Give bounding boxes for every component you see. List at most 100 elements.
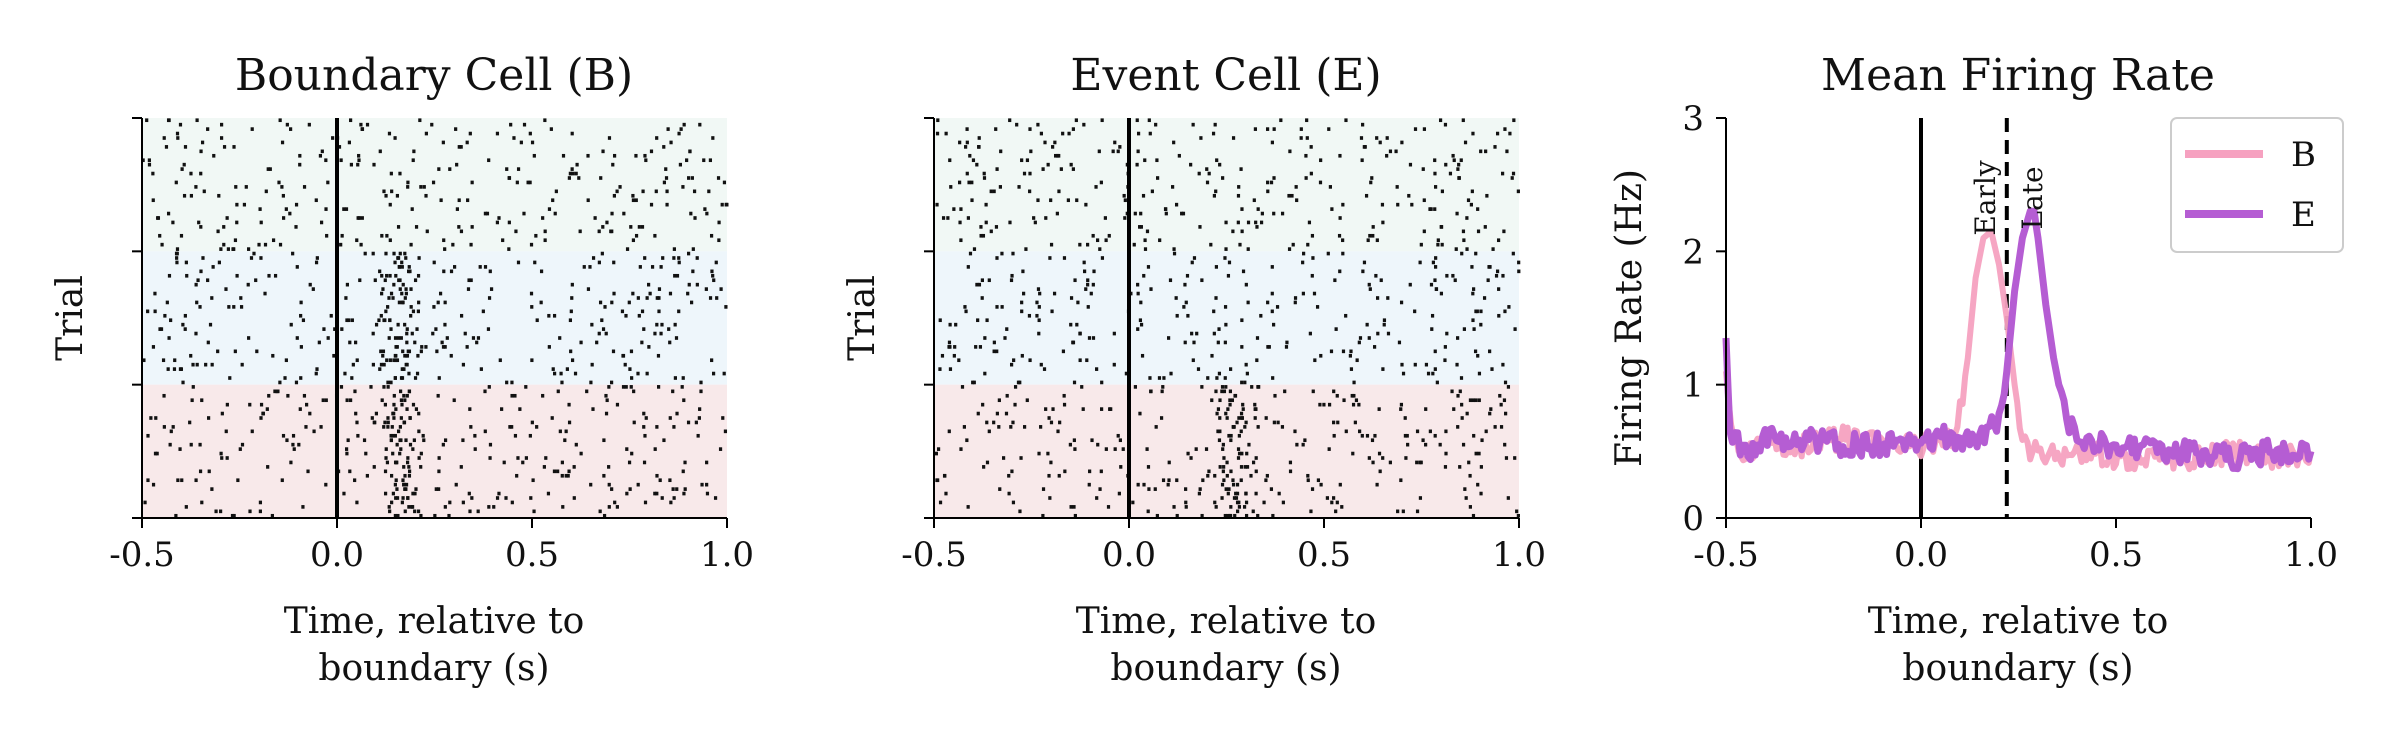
spike-tick [972, 380, 976, 385]
spike-tick [705, 460, 709, 465]
spike-tick [357, 216, 362, 220]
spike-tick [989, 229, 993, 234]
spike-tick [1460, 251, 1464, 256]
spike-tick [1145, 229, 1150, 234]
spike-tick [397, 300, 401, 305]
spike-tick [1244, 500, 1249, 505]
spike-tick [513, 393, 517, 398]
spike-tick [578, 229, 582, 234]
spike-tick [1154, 122, 1158, 127]
spike-tick [406, 185, 410, 189]
spike-tick [389, 473, 394, 478]
spike-tick [1415, 509, 1420, 514]
spike-tick [289, 127, 293, 131]
spike-tick [508, 425, 512, 429]
spike-tick [1051, 145, 1055, 149]
spike-tick [1046, 451, 1050, 456]
spike-tick [354, 411, 358, 416]
spike-tick [715, 296, 719, 300]
spike-tick [430, 122, 434, 127]
spike-tick [175, 256, 179, 260]
spike-tick [1177, 153, 1181, 158]
spike-tick [1459, 158, 1463, 163]
spike-tick [1200, 278, 1204, 283]
spike-tick [1007, 491, 1011, 496]
spike-tick [574, 442, 578, 447]
spike-tick [401, 478, 405, 483]
spike-tick [299, 376, 303, 380]
spike-tick [1233, 393, 1237, 398]
trial-group-band [142, 251, 727, 385]
spike-tick [284, 358, 288, 363]
spike-tick [339, 242, 343, 247]
spike-tick [1433, 349, 1437, 354]
spike-tick [175, 260, 179, 265]
spike-tick [613, 500, 617, 505]
spike-tick [259, 256, 263, 260]
spike-tick [1457, 162, 1461, 167]
spike-tick [1326, 251, 1330, 256]
spike-tick [965, 438, 969, 443]
spike-tick [342, 207, 346, 211]
spike-tick [669, 140, 673, 145]
spike-tick [662, 180, 667, 185]
spike-tick [167, 273, 172, 278]
spike-tick [1036, 198, 1040, 203]
spike-tick [1259, 313, 1263, 318]
spike-tick [666, 127, 670, 131]
spike-tick [400, 265, 404, 269]
spike-tick [1236, 509, 1240, 514]
spike-tick [424, 345, 428, 349]
spike-tick [1482, 296, 1487, 300]
spike-tick [564, 429, 568, 434]
spike-tick [977, 136, 981, 140]
spike-tick [1192, 256, 1197, 260]
spike-tick [1429, 282, 1434, 287]
spike-tick [1066, 198, 1070, 203]
spike-tick [1341, 349, 1346, 354]
spike-tick [231, 247, 235, 251]
spike-tick [468, 509, 472, 514]
spike-tick [1211, 131, 1216, 136]
spike-tick [365, 473, 369, 478]
spike-tick [1287, 247, 1292, 251]
spike-tick [610, 487, 614, 491]
spike-tick [401, 496, 405, 500]
spike-tick [1256, 513, 1260, 518]
spike-tick [1463, 487, 1467, 491]
spike-tick [1118, 438, 1122, 443]
spike-tick [248, 509, 252, 514]
spike-tick [409, 305, 413, 309]
spike-tick [332, 353, 336, 358]
spike-tick [390, 425, 394, 429]
spike-tick [329, 313, 333, 318]
spike-tick [979, 233, 983, 238]
spike-tick [1090, 438, 1094, 443]
spike-tick [345, 318, 349, 323]
spike-tick [1240, 416, 1244, 420]
spike-tick [1212, 309, 1216, 314]
spike-tick [1451, 273, 1455, 278]
spike-tick [179, 367, 184, 371]
spike-tick [1238, 242, 1242, 247]
spike-tick [1237, 451, 1242, 456]
spike-tick [1020, 309, 1024, 314]
spike-tick [442, 238, 446, 243]
spike-tick [1295, 198, 1299, 203]
spike-tick [405, 362, 409, 367]
spike-tick [529, 496, 533, 500]
spike-tick [422, 185, 426, 189]
spike-tick [1517, 269, 1521, 274]
spike-tick [1042, 367, 1047, 371]
spike-tick [1351, 451, 1355, 456]
spike-tick [1385, 136, 1389, 140]
spike-tick [1440, 242, 1444, 247]
spike-tick [1337, 233, 1342, 238]
spike-tick [983, 371, 987, 376]
spike-tick [1081, 407, 1085, 411]
spike-tick [326, 336, 330, 340]
spike-tick [677, 256, 681, 260]
spike-tick [378, 367, 382, 371]
spike-tick [974, 345, 978, 349]
spike-tick [1487, 265, 1491, 269]
